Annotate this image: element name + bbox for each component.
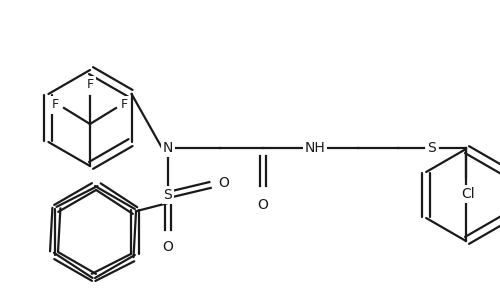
Text: NH: NH (304, 141, 326, 155)
Text: F: F (86, 78, 94, 91)
Text: F: F (121, 98, 128, 111)
Text: S: S (428, 141, 436, 155)
Text: O: O (218, 176, 229, 190)
Text: F: F (52, 98, 59, 111)
Text: O: O (162, 240, 173, 254)
Text: N: N (163, 141, 173, 155)
Text: Cl: Cl (461, 187, 475, 201)
Text: O: O (258, 198, 268, 212)
Text: S: S (164, 188, 172, 202)
